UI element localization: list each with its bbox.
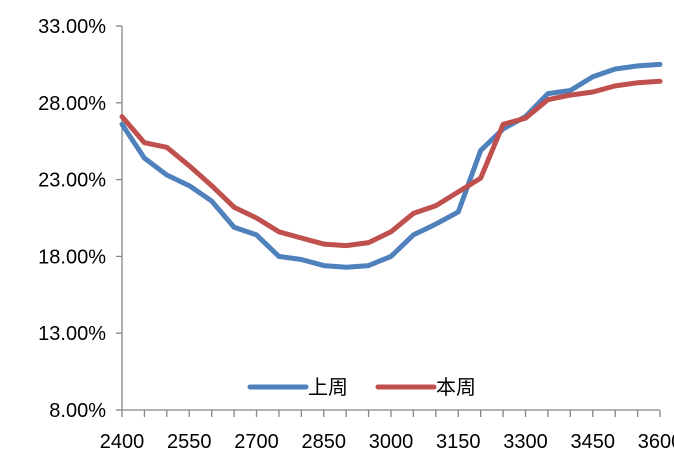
y-tick-label: 28.00%: [38, 93, 106, 115]
x-tick-label: 2700: [234, 431, 279, 453]
x-tick-label: 3000: [369, 431, 414, 453]
y-tick-label: 8.00%: [49, 400, 106, 422]
y-tick-label: 23.00%: [38, 170, 106, 192]
x-tick-label: 3450: [571, 431, 616, 453]
series-line-1: [119, 61, 663, 270]
y-tick-label: 33.00%: [38, 16, 106, 38]
x-tick-label: 2550: [167, 431, 212, 453]
series-layer: [119, 61, 663, 270]
x-tick-label: 3600: [638, 431, 674, 453]
y-tick-label: 13.00%: [38, 323, 106, 345]
axes: 8.00% 13.00% 18.00% 23.00% 28.00% 33.00% 2400…: [38, 16, 674, 453]
legend-label-1: 上周: [308, 375, 348, 399]
x-tick-label: 3300: [503, 431, 548, 453]
legend: 上周 本周: [247, 375, 476, 399]
legend-label-2: 本周: [436, 375, 476, 399]
x-axis-ticks: 2400 2550 2700 2850 3000 3150 3300 3450 3600: [100, 410, 674, 453]
x-tick-label: 2400: [100, 431, 145, 453]
y-axis-ticks: 8.00% 13.00% 18.00% 23.00% 28.00% 33.00%: [38, 16, 122, 422]
x-tick-label: 3150: [436, 431, 481, 453]
x-tick-label: 2850: [302, 431, 347, 453]
y-tick-label: 18.00%: [38, 246, 106, 268]
series-line-2: [119, 78, 663, 249]
